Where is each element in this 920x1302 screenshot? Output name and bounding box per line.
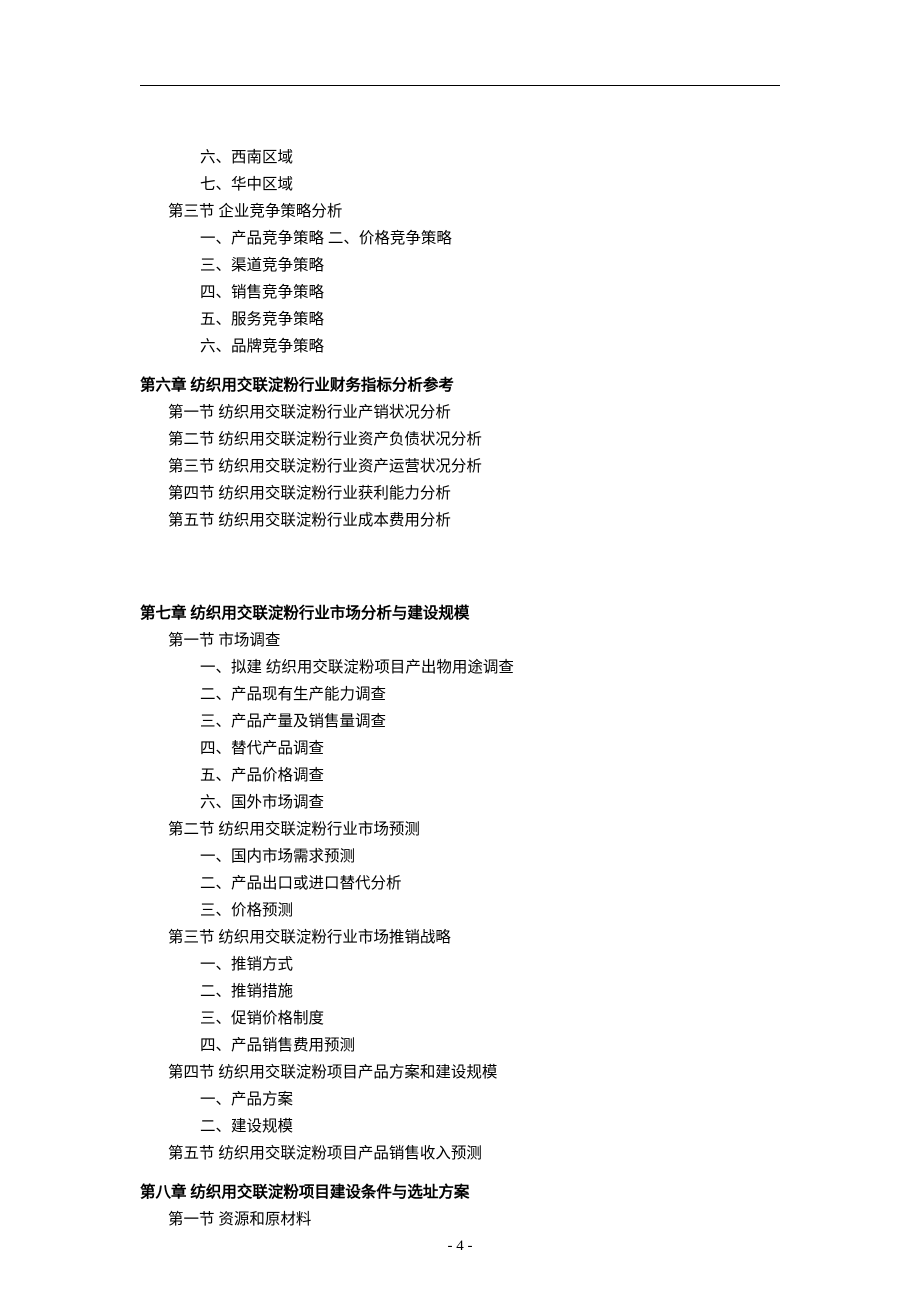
toc-item: 一、产品方案 — [140, 1086, 780, 1113]
toc-item: 二、产品现有生产能力调查 — [140, 681, 780, 708]
toc-section: 第四节 纺织用交联淀粉行业获利能力分析 — [140, 480, 780, 507]
toc-section: 第三节 纺织用交联淀粉行业资产运营状况分析 — [140, 453, 780, 480]
toc-content: 六、西南区域 七、华中区域 第三节 企业竞争策略分析 一、产品竞争策略 二、价格… — [140, 144, 780, 1233]
page-number: - 4 - — [0, 1238, 920, 1255]
toc-section: 第四节 纺织用交联淀粉项目产品方案和建设规模 — [140, 1059, 780, 1086]
header-rule — [140, 85, 780, 86]
toc-item: 四、销售竞争策略 — [140, 279, 780, 306]
toc-section: 第三节 企业竞争策略分析 — [140, 198, 780, 225]
toc-item: 三、渠道竞争策略 — [140, 252, 780, 279]
toc-item: 六、国外市场调查 — [140, 789, 780, 816]
toc-item: 三、价格预测 — [140, 897, 780, 924]
toc-section: 第三节 纺织用交联淀粉行业市场推销战略 — [140, 924, 780, 951]
toc-item: 二、建设规模 — [140, 1113, 780, 1140]
toc-item: 二、产品出口或进口替代分析 — [140, 870, 780, 897]
toc-item: 三、促销价格制度 — [140, 1005, 780, 1032]
toc-item: 六、西南区域 — [140, 144, 780, 171]
chapter-heading: 第六章 纺织用交联淀粉行业财务指标分析参考 — [140, 372, 780, 399]
toc-item: 一、产品竞争策略 二、价格竞争策略 — [140, 225, 780, 252]
toc-item: 二、推销措施 — [140, 978, 780, 1005]
toc-section: 第二节 纺织用交联淀粉行业资产负债状况分析 — [140, 426, 780, 453]
chapter-heading: 第八章 纺织用交联淀粉项目建设条件与选址方案 — [140, 1179, 780, 1206]
toc-item: 四、替代产品调查 — [140, 735, 780, 762]
toc-item: 一、推销方式 — [140, 951, 780, 978]
toc-section: 第五节 纺织用交联淀粉行业成本费用分析 — [140, 507, 780, 534]
toc-section: 第五节 纺织用交联淀粉项目产品销售收入预测 — [140, 1140, 780, 1167]
section-gap — [140, 534, 780, 588]
toc-item: 七、华中区域 — [140, 171, 780, 198]
toc-section: 第一节 资源和原材料 — [140, 1206, 780, 1233]
toc-item: 五、服务竞争策略 — [140, 306, 780, 333]
document-page: 六、西南区域 七、华中区域 第三节 企业竞争策略分析 一、产品竞争策略 二、价格… — [0, 0, 920, 1233]
toc-item: 一、拟建 纺织用交联淀粉项目产出物用途调查 — [140, 654, 780, 681]
toc-section: 第一节 纺织用交联淀粉行业产销状况分析 — [140, 399, 780, 426]
toc-item: 三、产品产量及销售量调查 — [140, 708, 780, 735]
toc-section: 第一节 市场调查 — [140, 627, 780, 654]
toc-section: 第二节 纺织用交联淀粉行业市场预测 — [140, 816, 780, 843]
toc-item: 一、国内市场需求预测 — [140, 843, 780, 870]
toc-item: 六、品牌竞争策略 — [140, 333, 780, 360]
toc-item: 四、产品销售费用预测 — [140, 1032, 780, 1059]
toc-item: 五、产品价格调查 — [140, 762, 780, 789]
chapter-heading: 第七章 纺织用交联淀粉行业市场分析与建设规模 — [140, 600, 780, 627]
